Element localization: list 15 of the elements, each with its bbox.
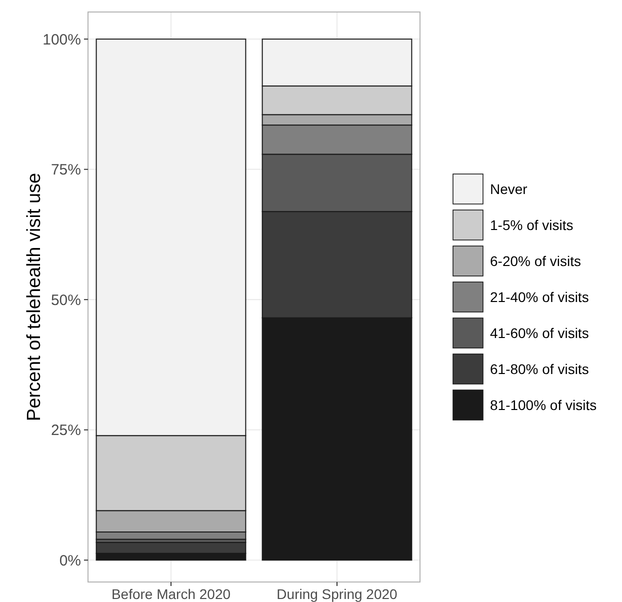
y-tick-label: 100% — [42, 31, 81, 48]
y-tick-label: 25% — [50, 422, 81, 440]
legend-label: Never — [490, 180, 528, 197]
x-tick-label: During Spring 2020 — [276, 586, 398, 602]
y-tick-label: 75% — [50, 162, 81, 179]
legend-label: 41-60% of visits — [490, 324, 589, 341]
legend-label: 81-100% of visits — [490, 396, 597, 413]
legend-label: 61-80% of visits — [490, 360, 589, 377]
y-axis-title: Percent of telehealth visit use — [24, 172, 45, 422]
legend-label: 1-5% of visits — [490, 216, 574, 233]
x-tick-label: Before March 2020 — [111, 586, 231, 602]
y-tick-label: 50% — [50, 292, 81, 309]
legend-label: 21-40% of visits — [490, 288, 589, 305]
legend-label: 6-20% of visits — [490, 252, 582, 269]
y-tick-label: 0% — [59, 552, 81, 570]
